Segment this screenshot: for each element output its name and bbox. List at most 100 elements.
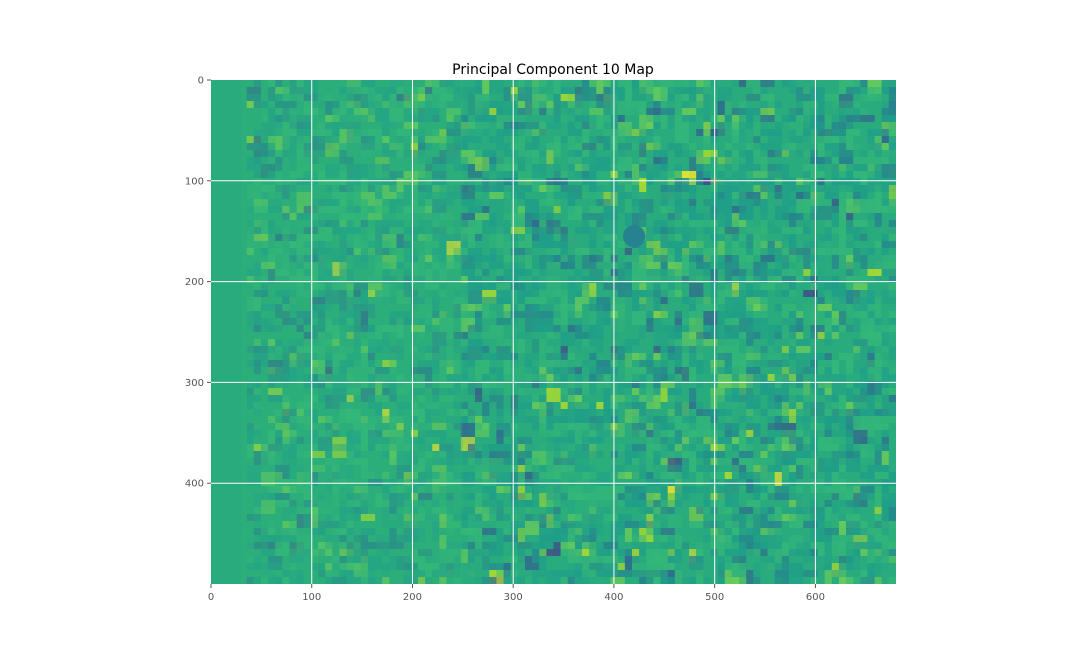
heatmap-cell — [439, 472, 454, 486]
heatmap-cell — [310, 395, 319, 402]
heatmap-cell — [489, 514, 497, 521]
heatmap-cell — [596, 304, 611, 311]
heatmap-cell — [631, 143, 647, 150]
heatmap-cell — [360, 353, 368, 367]
heatmap-cell — [353, 136, 361, 143]
heatmap-cell — [553, 444, 568, 451]
heatmap-cell — [646, 143, 661, 150]
heatmap-cell — [467, 136, 483, 143]
heatmap-cell — [546, 472, 561, 479]
heatmap-cell — [560, 304, 568, 318]
heatmap-cell — [432, 458, 440, 465]
heatmap-cell — [860, 451, 868, 458]
heatmap-cell — [532, 549, 540, 556]
heatmap-cell — [296, 570, 304, 584]
heatmap-cell — [810, 549, 818, 556]
heatmap-cell — [524, 577, 533, 584]
heatmap-cell — [867, 549, 875, 563]
heatmap-cell — [389, 528, 397, 542]
heatmap-cell — [788, 80, 797, 94]
heatmap-cell — [631, 500, 647, 507]
heatmap-cell — [796, 311, 804, 318]
heatmap-cell — [867, 360, 882, 374]
heatmap-cell — [667, 213, 682, 220]
heatmap-cell — [425, 563, 440, 570]
heatmap-cell — [817, 269, 825, 283]
y-tick-label: 300 — [185, 378, 204, 389]
heatmap-cell — [417, 143, 426, 150]
heatmap-cell — [582, 283, 597, 290]
heatmap-cell — [881, 493, 889, 500]
heatmap-cell — [332, 493, 340, 500]
heatmap-cell — [282, 409, 290, 423]
heatmap-cell — [753, 549, 761, 556]
heatmap-cell — [310, 465, 326, 472]
heatmap-cell — [639, 563, 647, 577]
heatmap-cell — [467, 234, 476, 248]
heatmap-cell — [546, 465, 561, 472]
heatmap-cell — [396, 353, 404, 360]
heatmap-cell — [403, 290, 418, 297]
heatmap-cell — [660, 381, 675, 388]
heatmap-cell — [724, 332, 740, 339]
heatmap-cell — [646, 521, 654, 528]
heatmap-cell — [803, 430, 818, 437]
heatmap-cell — [753, 248, 761, 255]
heatmap-cell — [674, 577, 690, 584]
heatmap-cell — [689, 255, 704, 262]
heatmap-cell — [631, 556, 640, 570]
heatmap-cell — [539, 87, 547, 94]
heatmap-cell — [746, 283, 754, 297]
heatmap-cell — [524, 367, 533, 374]
heatmap-cell — [367, 164, 376, 178]
heatmap-cell — [539, 535, 554, 542]
heatmap-cell — [403, 171, 418, 185]
heatmap-cell — [831, 430, 847, 437]
heatmap-cell — [767, 395, 782, 402]
heatmap-cell — [831, 360, 839, 374]
heatmap-cell — [425, 269, 433, 283]
heatmap-cell — [475, 528, 490, 535]
heatmap-cell — [475, 339, 483, 346]
heatmap-cell — [760, 297, 768, 304]
heatmap-cell — [375, 437, 390, 444]
heatmap-cell — [439, 430, 447, 444]
heatmap-cell — [353, 262, 368, 269]
heatmap-cell — [674, 94, 690, 101]
heatmap-cell — [253, 423, 261, 430]
heatmap-cell — [275, 577, 283, 584]
heatmap-cell — [553, 374, 561, 381]
heatmap-cell — [831, 500, 839, 514]
heatmap-cell — [332, 472, 340, 479]
heatmap-cell — [739, 164, 754, 171]
heatmap-cell — [817, 248, 832, 255]
heatmap-cell — [296, 381, 304, 388]
heatmap-cell — [817, 297, 825, 304]
heatmap-cell — [689, 241, 704, 248]
heatmap-cell — [703, 409, 718, 416]
heatmap-cell — [346, 283, 354, 290]
heatmap-cell — [888, 423, 896, 430]
heatmap-cell — [303, 178, 319, 185]
heatmap-cell — [781, 80, 789, 87]
heatmap-cell — [853, 199, 868, 206]
heatmap-cell — [860, 269, 868, 276]
heatmap-cell — [446, 416, 454, 423]
heatmap-cell — [246, 143, 261, 150]
heatmap-cell — [817, 332, 825, 339]
heatmap-cell — [667, 549, 675, 556]
heatmap-cell — [603, 248, 611, 255]
heatmap-cell — [596, 577, 604, 584]
heatmap-cell — [753, 262, 768, 269]
heatmap-cell — [439, 388, 454, 395]
heatmap-cell — [689, 556, 704, 563]
heatmap-cell — [846, 101, 854, 115]
heatmap-cell — [246, 276, 254, 283]
heatmap-cell — [546, 500, 554, 507]
heatmap-cell — [446, 129, 461, 136]
heatmap-cell — [289, 304, 297, 318]
heatmap-cell — [303, 143, 311, 157]
heatmap-cell — [681, 402, 690, 416]
heatmap-cell — [817, 556, 832, 563]
heatmap-cell — [767, 178, 775, 185]
